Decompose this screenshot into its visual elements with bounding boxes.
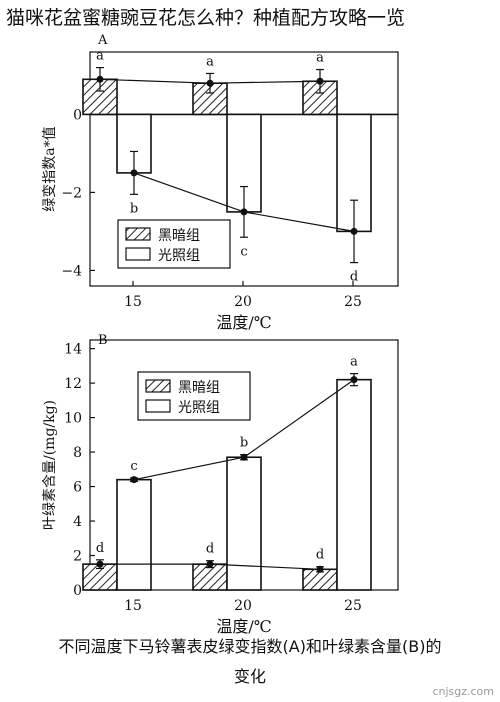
x-tick-label: 15 [124,598,142,614]
trend-curve [100,563,321,570]
significance-label: c [240,244,247,259]
legend-swatch [145,399,171,413]
significance-label: c [130,459,137,474]
y-tick-label: 10 [64,411,82,427]
y-tick-label: −2 [61,185,82,201]
legend-label: 黑暗组 [158,228,200,244]
legend-label: 光照组 [178,400,220,416]
significance-label: d [316,548,324,563]
significance-label: b [240,436,248,451]
significance-label: a [206,54,214,69]
figure-caption-line2: 变化 [233,667,266,686]
x-tick-label: 15 [124,294,142,310]
bar [192,563,228,591]
x-tick-label: 20 [234,598,252,614]
y-axis-label: 绿变指数a*值 [42,126,58,211]
page-title: 猫咪花盆蜜糖豌豆花怎么种？种植配方攻略一览 [6,7,406,29]
significance-label: d [350,270,358,285]
x-axis-label: 温度/℃ [216,313,271,332]
y-tick-label: 0 [73,583,82,599]
significance-label: a [96,49,104,64]
panel-label: A [97,33,108,48]
significance-label: a [316,51,324,66]
x-tick-label: 25 [344,598,362,614]
legend-swatch [125,227,151,241]
y-tick-label: 12 [64,376,82,392]
significance-label: d [96,541,104,556]
y-tick-label: 0 [73,107,82,123]
bar [116,478,152,591]
trend-curve [99,78,321,84]
y-tick-label: 8 [73,445,82,461]
chart-panel-b: B 0 2 4 6 8 10 12 14 15 20 25 温度/℃ 叶绿素含量/(mg/kg) d d d c b… [42,333,399,636]
y-tick-label: 14 [64,342,82,358]
legend-swatch [125,247,151,261]
y-tick-label: 6 [73,480,82,496]
significance-label: a [350,355,358,370]
y-axis-label: 叶绿素含量/(mg/kg) [42,400,58,530]
significance-label: b [130,201,138,216]
x-axis-label: 温度/℃ [216,617,271,636]
bar [226,456,262,591]
y-tick-label: −4 [61,263,82,279]
significance-label: d [206,542,214,557]
x-tick-label: 20 [234,294,252,310]
y-tick-label: 4 [73,514,82,530]
trend-curve [133,379,355,481]
x-tick-label: 25 [344,294,362,310]
y-tick-label: 2 [73,549,82,565]
legend-swatch [145,379,171,393]
panel-label: B [98,333,108,348]
legend-label: 黑暗组 [178,380,220,396]
figure-caption-line1: 不同温度下马铃薯表皮绿变指数(A)和叶绿素含量(B)的 [58,637,442,656]
watermark: cnjsgz.com [432,685,494,698]
plot-frame [89,51,399,287]
bar [336,378,372,591]
trend-curve [133,172,355,232]
legend-label: 光照组 [158,248,200,264]
